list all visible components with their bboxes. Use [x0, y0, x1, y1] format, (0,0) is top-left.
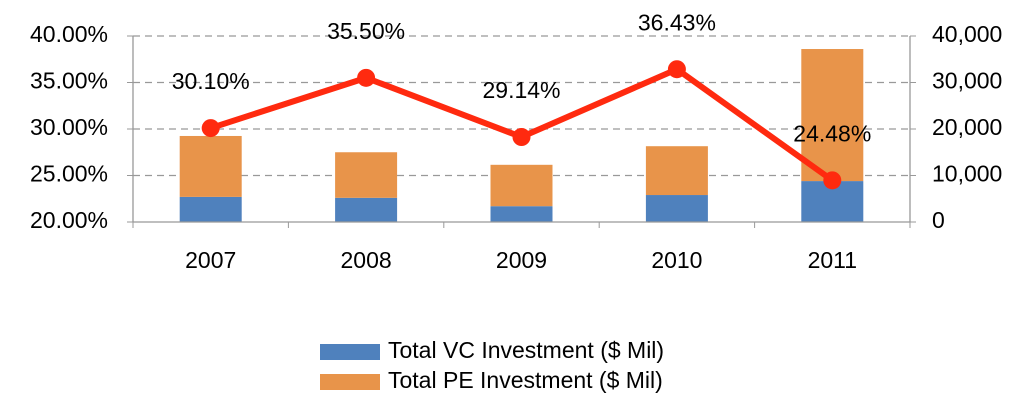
bar [179, 196, 242, 222]
bar [645, 146, 708, 196]
x-tick-label: 2011 [808, 247, 857, 273]
bar [490, 164, 553, 207]
legend-label: Total VC Investment ($ Mil) [388, 337, 664, 363]
line-point [667, 60, 686, 79]
x-tick-label: 2009 [496, 247, 547, 273]
y-tick-label: 40.00% [30, 21, 108, 47]
bar [335, 197, 398, 222]
x-tick-label: 2010 [651, 247, 702, 273]
legend-swatch [320, 344, 380, 360]
legend-swatch [320, 374, 380, 390]
x-tick-label: 2007 [185, 247, 236, 273]
y-tick-label: 30.00% [30, 114, 108, 140]
y2-tick-label: 0 [932, 207, 945, 233]
y-tick-label: 20.00% [30, 207, 108, 233]
y2-tick-label: 30,000 [932, 68, 1002, 94]
y2-tick-label: 20,000 [932, 114, 1002, 140]
data-label: 35.50% [327, 18, 405, 44]
bar [335, 152, 398, 198]
y2-tick-label: 10,000 [932, 161, 1002, 187]
data-label: 30.10% [172, 68, 250, 94]
y2-tick-label: 40,000 [932, 21, 1002, 47]
bar [801, 49, 864, 182]
line-point [201, 119, 220, 138]
y-tick-label: 25.00% [30, 161, 108, 187]
bar [645, 195, 708, 222]
bar [490, 206, 553, 222]
legend-label: Total PE Investment ($ Mil) [388, 367, 663, 393]
line-point [823, 171, 842, 190]
bar [179, 135, 242, 197]
data-label: 36.43% [638, 9, 716, 35]
data-label: 24.48% [793, 120, 871, 146]
line-point [357, 68, 376, 87]
line-point [512, 127, 531, 146]
x-tick-label: 2008 [341, 247, 392, 273]
data-label: 29.14% [482, 77, 560, 103]
y-tick-label: 35.00% [30, 68, 108, 94]
